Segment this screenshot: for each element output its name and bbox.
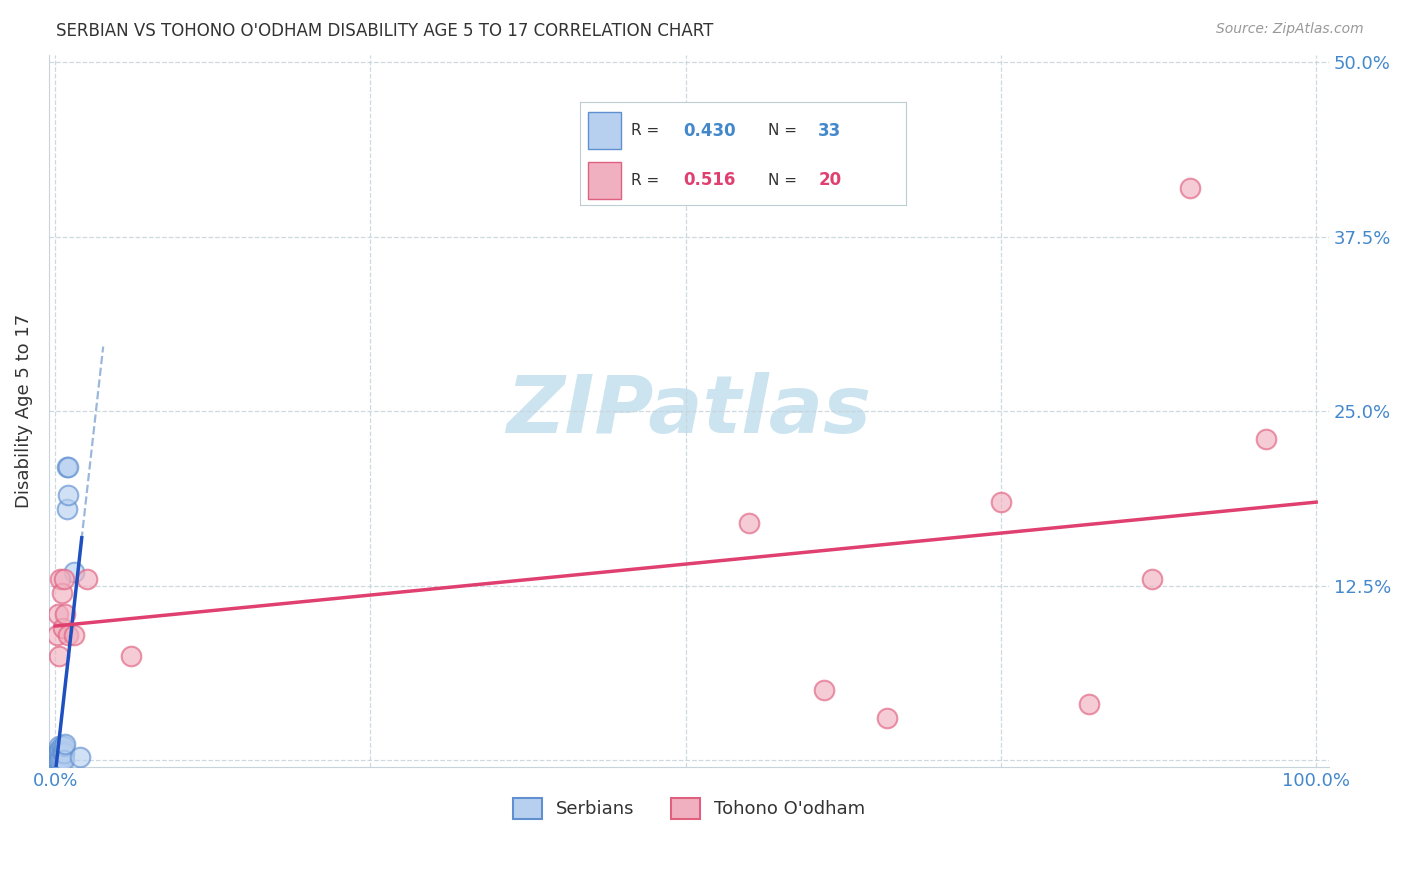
Point <box>45 628 67 642</box>
Point <box>45 747 67 762</box>
Point <box>53 737 76 751</box>
Point <box>53 753 76 767</box>
Text: SERBIAN VS TOHONO O'ODHAM DISABILITY AGE 5 TO 17 CORRELATION CHART: SERBIAN VS TOHONO O'ODHAM DISABILITY AGE… <box>56 22 714 40</box>
Point <box>990 495 1012 509</box>
Point <box>52 747 75 761</box>
Text: ZIPatlas: ZIPatlas <box>506 372 872 450</box>
Point <box>53 747 76 761</box>
Point <box>53 572 76 586</box>
Point <box>53 739 76 754</box>
Point <box>45 753 67 767</box>
Point <box>49 753 72 767</box>
Point <box>46 743 69 757</box>
Point <box>120 648 142 663</box>
Point <box>48 739 70 754</box>
Point <box>46 753 69 767</box>
Point <box>76 572 98 586</box>
Point <box>45 752 67 766</box>
Point <box>46 747 69 761</box>
Point <box>1078 698 1101 712</box>
Point <box>813 683 835 698</box>
Point <box>49 742 72 756</box>
Legend: Serbians, Tohono O'odham: Serbians, Tohono O'odham <box>505 790 872 826</box>
Point <box>1254 432 1277 446</box>
Point <box>52 743 75 757</box>
Point <box>876 711 898 725</box>
Point <box>69 750 91 764</box>
Point <box>1142 572 1164 586</box>
Point <box>49 572 72 586</box>
Text: Source: ZipAtlas.com: Source: ZipAtlas.com <box>1216 22 1364 37</box>
Point <box>46 607 69 621</box>
Point <box>46 749 69 764</box>
Point <box>56 628 79 642</box>
Point <box>51 742 73 756</box>
Point <box>45 747 67 761</box>
Point <box>63 628 86 642</box>
Point <box>45 753 67 767</box>
Point <box>51 586 73 600</box>
Point <box>55 460 77 475</box>
Point <box>48 747 70 761</box>
Point <box>56 460 79 475</box>
Point <box>1178 181 1201 195</box>
Point <box>53 607 76 621</box>
Point <box>56 488 79 502</box>
Point <box>45 750 67 764</box>
Point <box>48 747 70 761</box>
Point <box>46 753 69 767</box>
Point <box>49 750 72 764</box>
Point <box>48 753 70 767</box>
Point <box>51 739 73 754</box>
Point <box>63 565 86 579</box>
Point <box>51 753 73 767</box>
Point <box>738 516 761 530</box>
Y-axis label: Disability Age 5 to 17: Disability Age 5 to 17 <box>15 314 32 508</box>
Point <box>55 502 77 516</box>
Point <box>48 648 70 663</box>
Point <box>52 621 75 635</box>
